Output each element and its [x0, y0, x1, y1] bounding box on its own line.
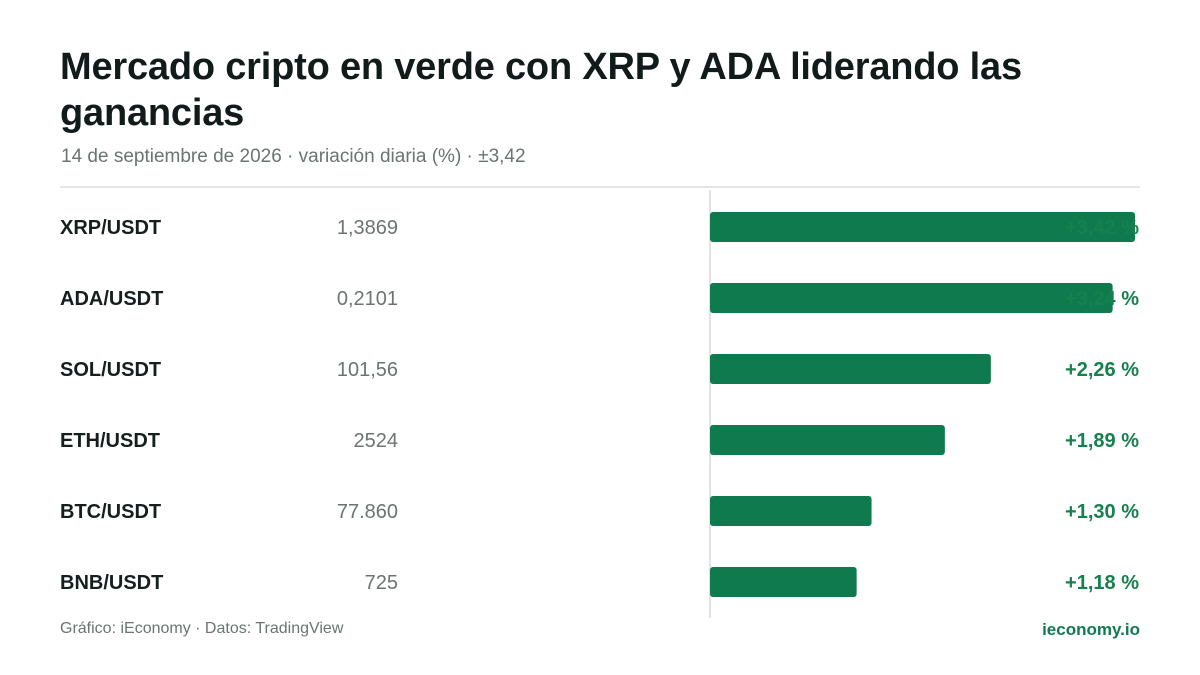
pair-label: SOL/USDT: [60, 359, 161, 381]
bar-sol-usdt: [710, 354, 991, 384]
value-label: +1,89 %: [1065, 430, 1139, 452]
value-label: +2,26 %: [1065, 359, 1139, 381]
brand-link[interactable]: ieconomy.io: [1042, 620, 1140, 639]
chart-credit: Gráfico: iEconomy · Datos: TradingView: [60, 620, 344, 637]
value-label: +3,42 %: [1065, 217, 1139, 239]
bar-eth-usdt: [710, 425, 945, 455]
pair-label: ETH/USDT: [60, 430, 160, 452]
price-label: 2524: [354, 430, 399, 452]
pair-label: XRP/USDT: [60, 217, 161, 239]
header-divider: [60, 186, 1140, 188]
bar-bnb-usdt: [710, 567, 857, 597]
value-label: +1,18 %: [1065, 572, 1139, 594]
pair-label: BNB/USDT: [60, 572, 163, 594]
value-label: +1,30 %: [1065, 501, 1139, 523]
bar-ada-usdt: [710, 283, 1113, 313]
bar-xrp-usdt: [710, 212, 1135, 242]
price-label: 101,56: [337, 359, 398, 381]
chart-subtitle: 14 de septiembre de 2026 · variación dia…: [61, 146, 526, 167]
bar-btc-usdt: [710, 496, 872, 526]
pair-label: BTC/USDT: [60, 501, 161, 523]
price-label: 725: [365, 572, 398, 594]
price-label: 77.860: [337, 501, 398, 523]
price-label: 0,2101: [337, 288, 398, 310]
price-label: 1,3869: [337, 217, 398, 239]
chart-title: Mercado cripto en verde con XRP y ADA li…: [60, 46, 1022, 134]
value-label: +3,24 %: [1065, 288, 1139, 310]
pair-label: ADA/USDT: [60, 288, 163, 310]
